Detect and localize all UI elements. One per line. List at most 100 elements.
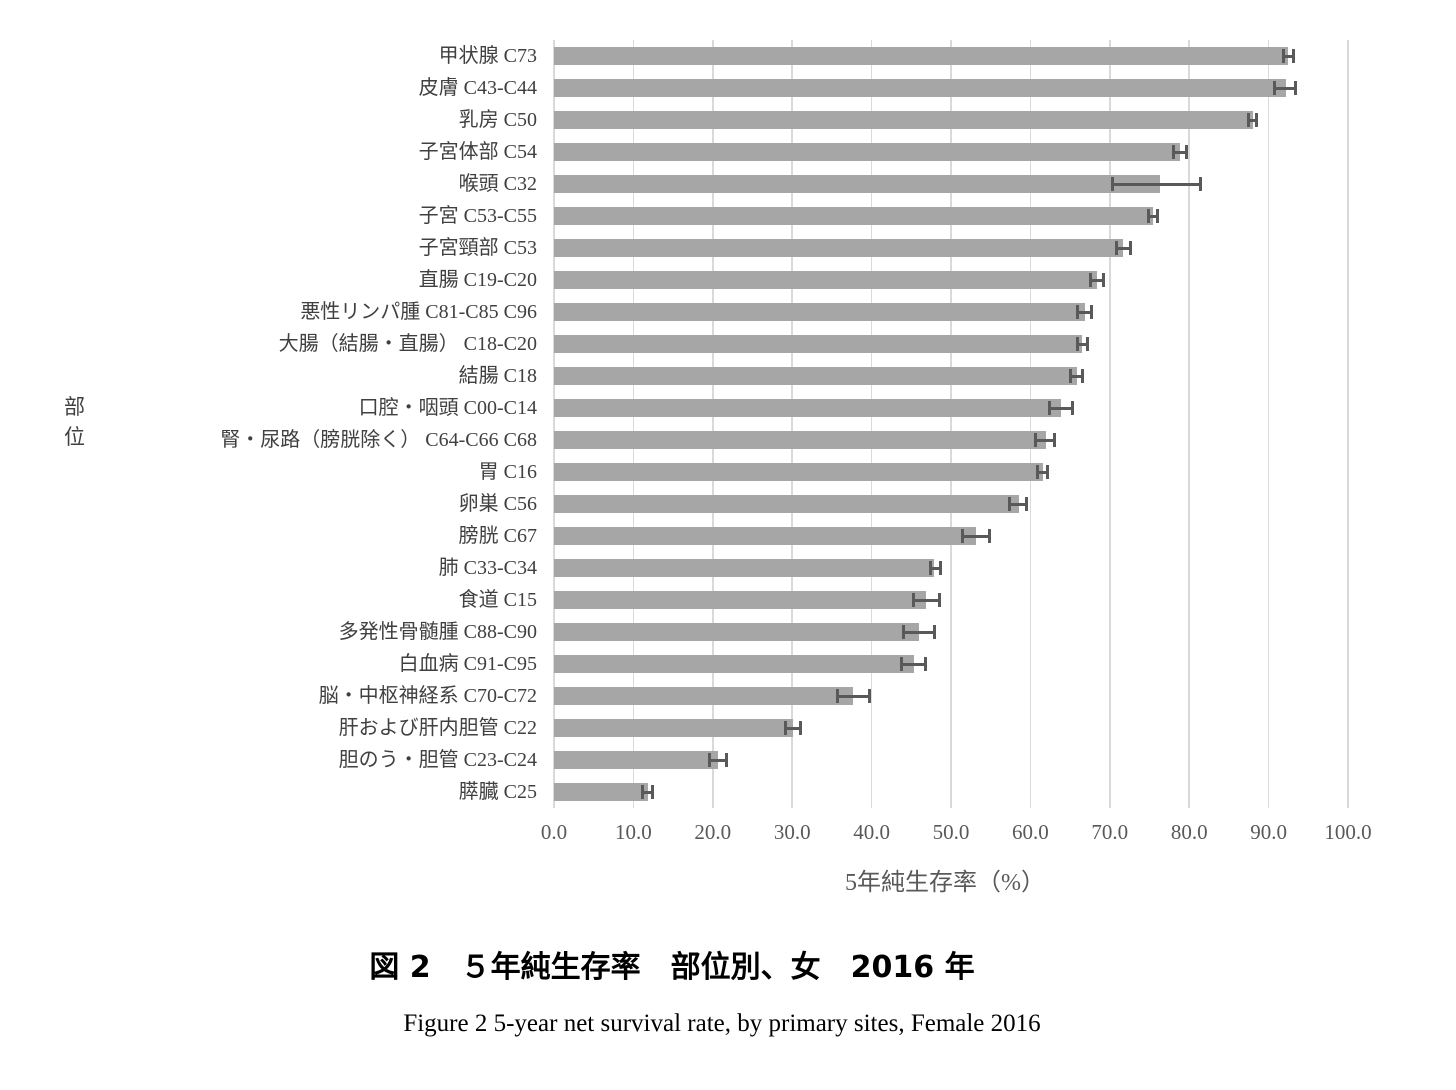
- error-bar-cap-low: [1147, 209, 1151, 223]
- error-bar: [785, 726, 801, 730]
- bar: [554, 175, 1160, 193]
- bar: [554, 271, 1098, 289]
- plot-area: [553, 40, 1349, 808]
- error-bar-cap-high: [939, 561, 943, 575]
- error-bar-cap-low: [1075, 337, 1079, 351]
- error-bar-cap-low: [640, 785, 644, 799]
- error-bar-cap-high: [1198, 177, 1202, 191]
- bar: [554, 783, 648, 801]
- error-bar: [837, 694, 870, 698]
- error-bar-cap-high: [1294, 81, 1298, 95]
- bar: [554, 655, 914, 673]
- category-label: 白血病 C91-C95: [398, 653, 537, 675]
- category-label: 腎・尿路（膀胱除く） C64-C66 C68: [220, 429, 537, 451]
- error-bar-cap-high: [1101, 273, 1105, 287]
- error-bar: [1035, 438, 1055, 442]
- gridline-60: [1029, 40, 1032, 808]
- x-axis-title: 5年純生存率（%）: [845, 870, 1045, 896]
- error-bar: [930, 566, 941, 570]
- category-label: 膵臓 C25: [458, 781, 537, 803]
- error-bar: [1173, 150, 1187, 154]
- bar: [554, 687, 853, 705]
- error-bar-cap-high: [1070, 401, 1074, 415]
- error-bar-cap-low: [1272, 81, 1276, 95]
- category-label: 直腸 C19-C20: [418, 269, 537, 291]
- gridline-90: [1267, 40, 1270, 808]
- error-bar: [709, 758, 727, 762]
- error-bar: [901, 662, 926, 666]
- bar: [554, 79, 1287, 97]
- error-bar-cap-low: [1110, 177, 1114, 191]
- error-bar-cap-high: [724, 753, 728, 767]
- category-label: 結腸 C18: [458, 365, 537, 387]
- gridline-80: [1188, 40, 1190, 808]
- error-bar-cap-high: [650, 785, 654, 799]
- bar: [554, 207, 1153, 225]
- error-bar-cap-low: [1282, 49, 1286, 63]
- error-bar-cap-high: [1024, 497, 1028, 511]
- error-bar: [913, 598, 940, 602]
- error-bar-cap-high: [988, 529, 992, 543]
- error-bar-cap-low: [1089, 273, 1093, 287]
- gridline-0: [553, 40, 555, 808]
- category-label: 食道 C15: [458, 589, 537, 611]
- error-bar-cap-high: [1090, 305, 1094, 319]
- figure-caption-japanese: 図 2 ５年純生存率 部位別、女 2016 年: [369, 950, 975, 985]
- bar: [554, 399, 1062, 417]
- error-bar: [1049, 406, 1073, 410]
- bar: [554, 431, 1047, 449]
- error-bar-cap-high: [798, 721, 802, 735]
- error-bar-cap-high: [1128, 241, 1132, 255]
- error-bar-cap-high: [938, 593, 942, 607]
- error-bar: [1009, 502, 1027, 506]
- bar: [554, 591, 927, 609]
- error-bar-cap-low: [928, 561, 932, 575]
- error-bar-cap-low: [901, 625, 905, 639]
- gridline-100: [1347, 40, 1349, 808]
- y-axis-title: 部位: [64, 395, 85, 449]
- figure-caption-english: Figure 2 5-year net survival rate, by pr…: [403, 1010, 1041, 1037]
- error-bar-cap-high: [1155, 209, 1159, 223]
- error-bar-cap-high: [1291, 49, 1295, 63]
- x-tick-label: 50.0: [932, 820, 970, 844]
- error-bar-cap-low: [1075, 305, 1079, 319]
- error-bar-cap-low: [784, 721, 788, 735]
- error-bar-cap-high: [1185, 145, 1189, 159]
- x-tick-label: 10.0: [615, 820, 652, 844]
- category-label: 膀胱 C67: [458, 525, 537, 547]
- bar: [554, 239, 1124, 257]
- category-label: 胃 C16: [478, 461, 537, 483]
- error-bar: [903, 630, 935, 634]
- error-bar: [1112, 182, 1201, 186]
- gridline-50: [950, 40, 952, 808]
- error-bar-cap-low: [1069, 369, 1073, 383]
- bar: [554, 47, 1289, 65]
- error-bar-cap-high: [1045, 465, 1049, 479]
- gridline-10: [632, 40, 635, 808]
- gridline-30: [791, 40, 793, 808]
- x-tick-label: 70.0: [1091, 820, 1129, 844]
- bar: [554, 111, 1253, 129]
- bar: [554, 623, 920, 641]
- gridline-20: [712, 40, 714, 808]
- error-bar-cap-low: [708, 753, 712, 767]
- category-label: 皮膚 C43-C44: [418, 77, 537, 99]
- x-tick-label: 0.0: [540, 820, 568, 844]
- error-bar: [1116, 246, 1131, 250]
- category-label: 子宮体部 C54: [418, 141, 537, 163]
- x-tick-label: 20.0: [694, 820, 732, 844]
- error-bar-cap-high: [932, 625, 936, 639]
- category-label: 多発性骨髄腫 C88-C90: [338, 621, 537, 643]
- bar: [554, 143, 1180, 161]
- error-bar-cap-low: [1008, 497, 1012, 511]
- error-bar-cap-high: [1086, 337, 1090, 351]
- x-tick-label: 100.0: [1324, 820, 1372, 844]
- error-bar-cap-low: [1033, 433, 1037, 447]
- error-bar-cap-low: [1114, 241, 1118, 255]
- error-bar: [1148, 214, 1158, 218]
- error-bar: [1077, 310, 1092, 314]
- category-labels-column: 甲状腺 C73 皮膚 C43-C44 乳房 C50 子宮体部 C54 喉頭 C32 子宮 …: [0, 0, 545, 850]
- error-bar: [962, 534, 990, 538]
- error-bar: [1090, 278, 1104, 282]
